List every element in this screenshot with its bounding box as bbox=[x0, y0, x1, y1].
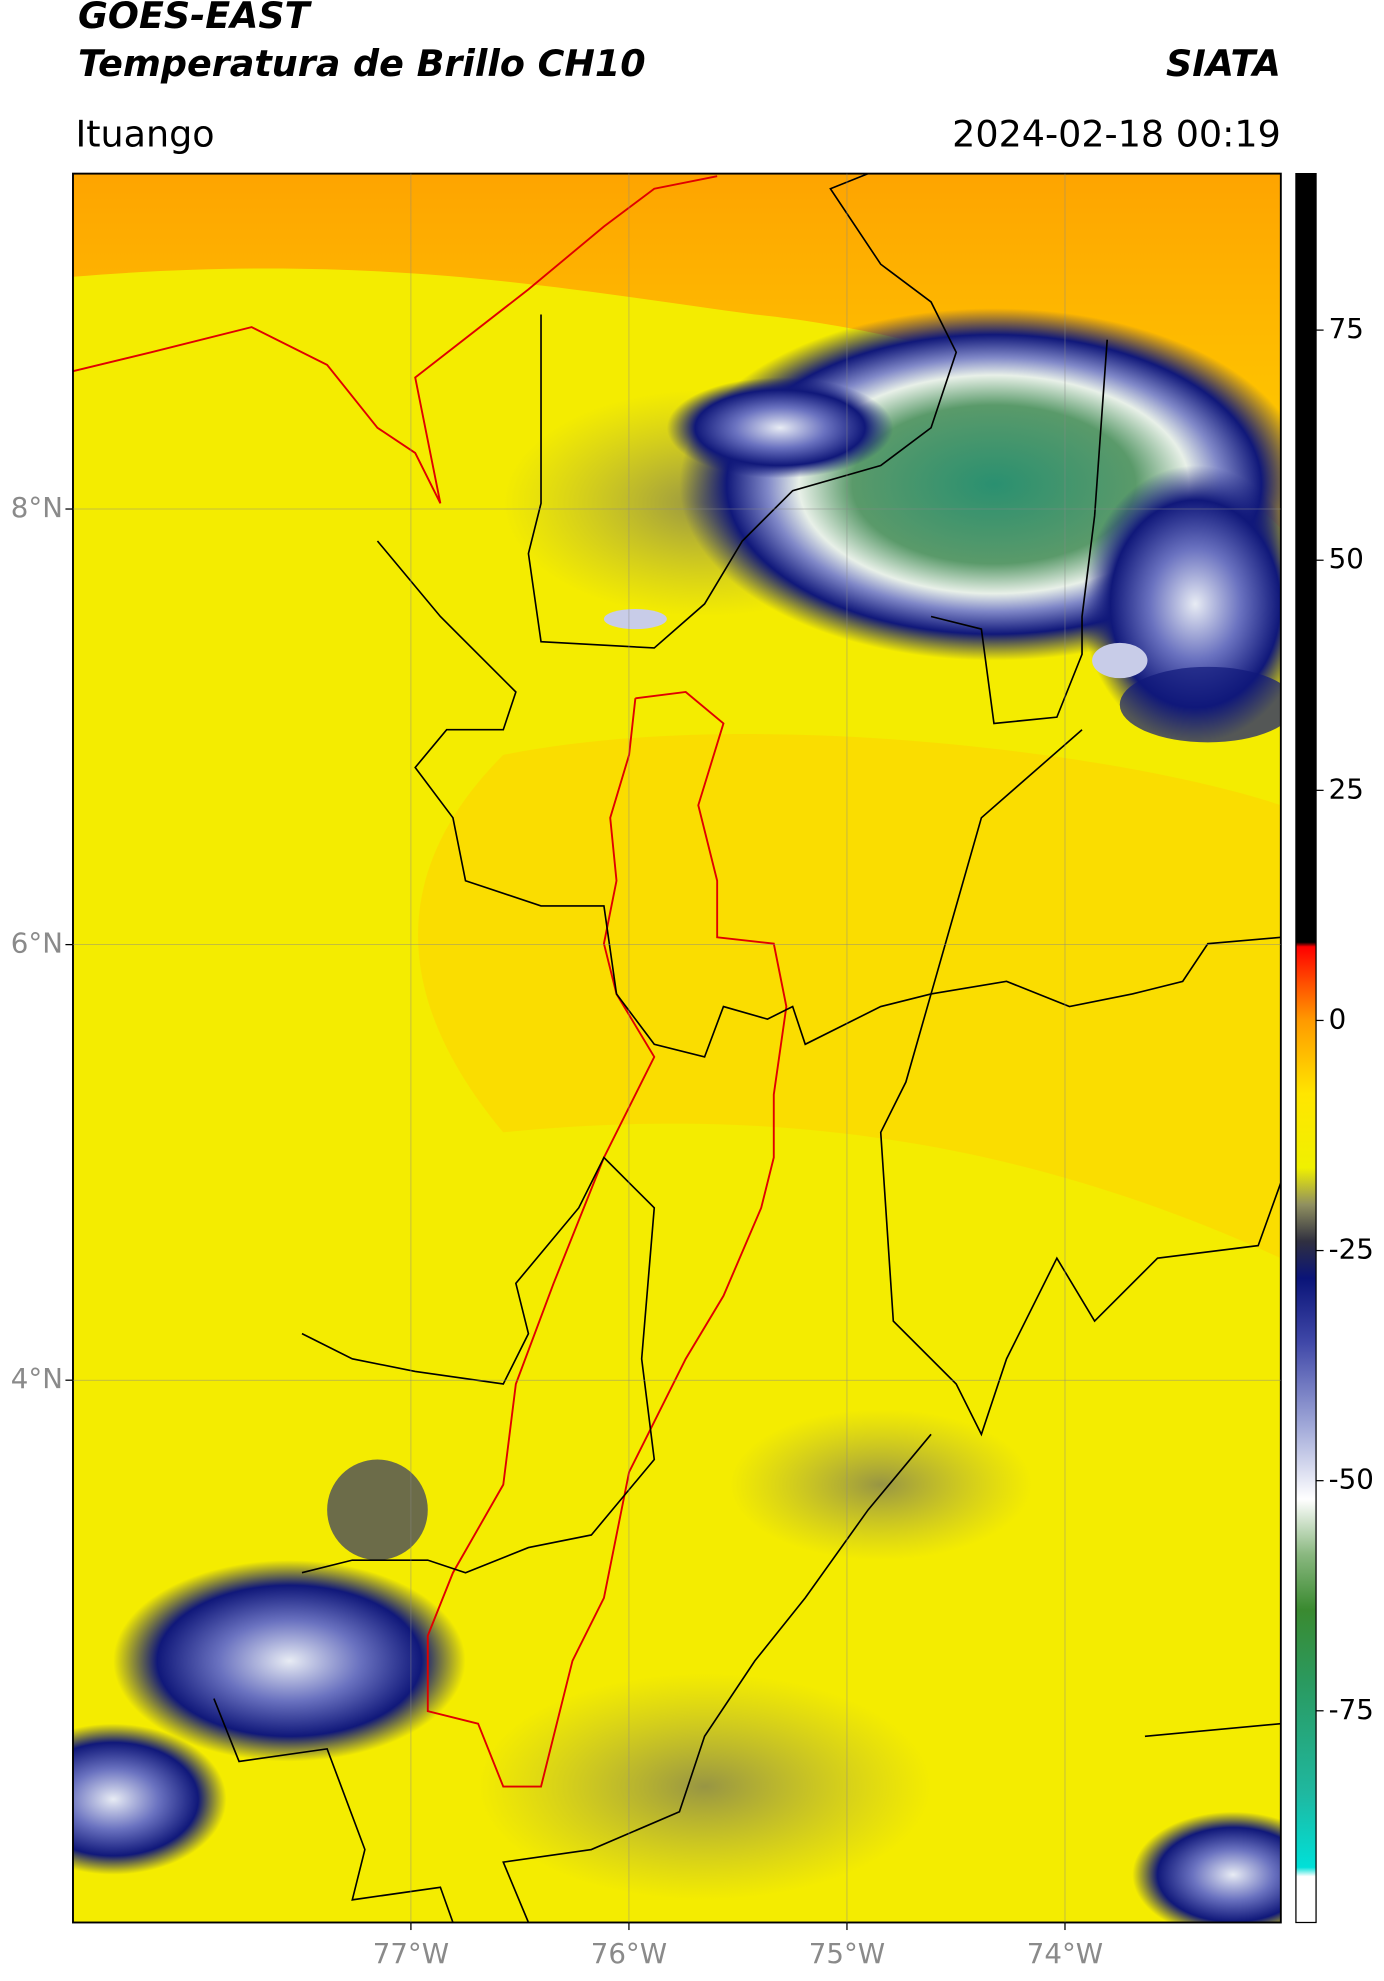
credit: SIATA bbox=[1166, 42, 1281, 85]
colorbar-scale bbox=[1295, 172, 1317, 1924]
title: GOES-EAST bbox=[78, 0, 313, 37]
map-frame bbox=[72, 172, 1282, 1924]
colorbar-tick-label: 25 bbox=[1329, 772, 1364, 805]
y-tick-label: 8°N bbox=[11, 491, 63, 524]
colorbar-tick-label: 75 bbox=[1329, 312, 1364, 345]
colorbar-tick-label: -25 bbox=[1329, 1233, 1374, 1266]
graticule: 77°W 76°W 75°W 74°W 8°N 6°N 4°N bbox=[11, 173, 1281, 1970]
colorbar-tick-label: -50 bbox=[1329, 1463, 1374, 1496]
y-tick-label: 6°N bbox=[11, 927, 63, 960]
datetime: 2024-02-18 00:19 bbox=[952, 112, 1281, 155]
x-tick-label: 76°W bbox=[591, 1937, 667, 1970]
colorbar-tick-label: 50 bbox=[1329, 542, 1364, 575]
x-tick-label: 74°W bbox=[1027, 1937, 1103, 1970]
y-tick-label: 4°N bbox=[11, 1362, 63, 1395]
location: Ituango bbox=[75, 112, 214, 155]
x-tick-label: 75°W bbox=[809, 1937, 885, 1970]
colorbar-tick-label: -75 bbox=[1329, 1693, 1374, 1726]
x-tick-label: 77°W bbox=[373, 1937, 449, 1970]
colorbar: 75 50 25 0 -25 -50 -75 bbox=[1295, 172, 1374, 1924]
map-image bbox=[72, 173, 1281, 1923]
subtitle: Temperatura de Brillo CH10 bbox=[78, 42, 646, 85]
colorbar-tick-label: 0 bbox=[1329, 1002, 1347, 1035]
